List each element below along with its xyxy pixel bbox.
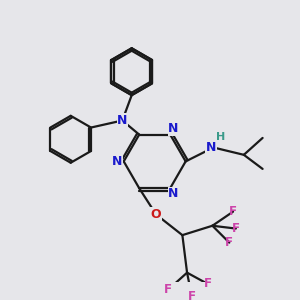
Text: N: N <box>168 188 178 200</box>
Text: N: N <box>206 141 216 154</box>
Text: F: F <box>188 290 196 300</box>
Text: O: O <box>151 208 161 221</box>
Text: N: N <box>168 122 178 135</box>
Text: N: N <box>117 114 128 127</box>
Text: N: N <box>112 155 122 168</box>
Text: H: H <box>216 132 225 142</box>
Text: F: F <box>229 205 237 218</box>
Text: F: F <box>164 283 172 296</box>
Text: F: F <box>225 236 233 249</box>
Text: F: F <box>232 222 240 235</box>
Text: F: F <box>204 278 212 290</box>
